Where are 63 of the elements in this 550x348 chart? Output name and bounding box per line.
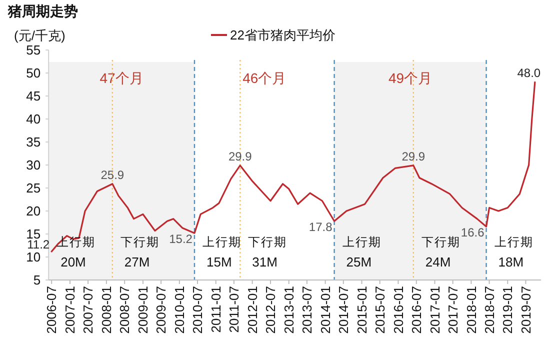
data-label: 17.8 bbox=[308, 220, 333, 234]
annotation: 下行期 bbox=[248, 235, 288, 250]
y-tick-label: 45 bbox=[26, 88, 41, 104]
x-tick-label: 2012-01 bbox=[244, 286, 260, 334]
y-tick-label: 30 bbox=[26, 158, 41, 173]
x-tick-label: 2009-01 bbox=[136, 286, 151, 334]
y-axis-title: (元/千克) bbox=[14, 28, 66, 43]
y-tick-label: 25 bbox=[26, 180, 41, 196]
data-label: 29.9 bbox=[228, 149, 252, 164]
x-tick-label: 2016-07 bbox=[408, 286, 424, 334]
y-tick-label: 20 bbox=[26, 204, 41, 219]
annotation: 上行期 bbox=[342, 235, 382, 250]
annotation: 24M bbox=[425, 254, 451, 270]
x-tick-label: 2008-01 bbox=[98, 286, 114, 334]
annotation: 20M bbox=[60, 254, 86, 270]
x-tick-label: 2007-07 bbox=[80, 286, 96, 334]
x-tick-label: 2018-01 bbox=[464, 286, 479, 334]
annotation: 27M bbox=[124, 254, 150, 270]
band-label: 47个月 bbox=[100, 70, 144, 86]
annotation: 18M bbox=[498, 254, 524, 270]
y-tick-label: 10 bbox=[26, 250, 41, 265]
x-tick-label: 2008-07 bbox=[117, 286, 132, 334]
x-tick-label: 2017-01 bbox=[427, 286, 442, 334]
x-tick-label: 2015-01 bbox=[354, 286, 370, 334]
chart-title: 猪周期走势 bbox=[7, 3, 78, 19]
data-label: 25.9 bbox=[100, 168, 124, 182]
annotation: 下行期 bbox=[421, 235, 460, 250]
x-tick-label: 2011-07 bbox=[226, 286, 242, 333]
data-label: 15.2 bbox=[169, 232, 193, 246]
band-label: 49个月 bbox=[388, 70, 432, 86]
x-tick-label: 2006-07 bbox=[44, 286, 60, 334]
annotation: 15M bbox=[206, 254, 232, 270]
data-label: 29.9 bbox=[402, 149, 426, 164]
x-tick-label: 2010-07 bbox=[190, 286, 206, 334]
x-tick-label: 2019-01 bbox=[500, 286, 516, 334]
legend-label: 22省市猪肉平均价 bbox=[230, 28, 336, 43]
y-tick-label: 50 bbox=[26, 66, 41, 81]
x-tick-label: 2010-01 bbox=[172, 286, 187, 334]
y-tick-label: 35 bbox=[26, 134, 41, 150]
annotation: 25M bbox=[346, 254, 372, 270]
data-label: 16.6 bbox=[460, 226, 485, 240]
x-tick-label: 2015-07 bbox=[372, 286, 388, 334]
x-tick-label: 2016-01 bbox=[390, 286, 406, 334]
x-tick-label: 2017-07 bbox=[445, 286, 460, 334]
annotation: 46个月 bbox=[242, 70, 286, 86]
annotation: 下行期 bbox=[120, 235, 160, 250]
data-label: 48.0 bbox=[517, 66, 541, 80]
x-tick-label: 2013-07 bbox=[299, 286, 314, 334]
y-tick-label: 40 bbox=[26, 112, 41, 127]
y-tick-label: 55 bbox=[26, 42, 41, 58]
annotation: 31M bbox=[252, 254, 278, 270]
x-tick-label: 2012-07 bbox=[263, 286, 278, 334]
x-tick-label: 2007-01 bbox=[62, 286, 78, 334]
x-tick-label: 2019-07 bbox=[518, 286, 534, 334]
x-tick-label: 2014-07 bbox=[336, 286, 351, 334]
y-tick-label: 5 bbox=[33, 272, 41, 288]
x-tick-label: 2018-07 bbox=[482, 286, 497, 334]
annotation: 上行期 bbox=[202, 235, 242, 250]
x-tick-label: 2014-01 bbox=[318, 286, 333, 334]
annotation: 上行期 bbox=[494, 235, 534, 250]
x-tick-label: 2011-01 bbox=[208, 286, 224, 333]
x-tick-label: 2013-01 bbox=[281, 286, 296, 334]
x-tick-label: 2009-07 bbox=[154, 286, 169, 334]
